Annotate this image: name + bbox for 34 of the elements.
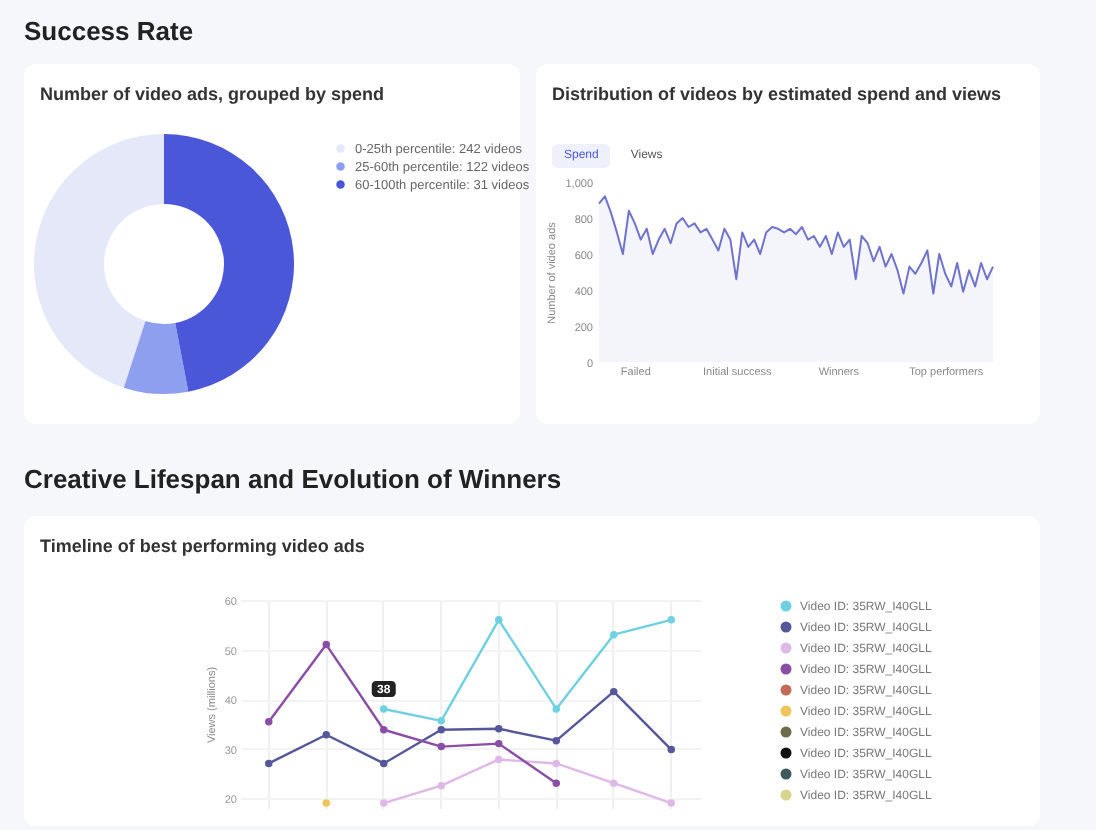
point — [610, 687, 618, 696]
point — [495, 725, 503, 733]
point — [667, 745, 675, 754]
point — [322, 730, 330, 739]
point — [380, 759, 388, 768]
point — [437, 781, 445, 790]
point — [552, 705, 560, 713]
donut-slice — [123, 321, 189, 394]
point — [552, 736, 560, 745]
donut-slice — [164, 134, 294, 392]
point — [495, 616, 503, 624]
point — [552, 759, 560, 768]
point — [610, 630, 618, 639]
point — [495, 755, 503, 764]
point — [495, 739, 503, 748]
point — [552, 779, 560, 787]
point — [437, 717, 445, 725]
point — [437, 726, 445, 734]
point — [322, 640, 330, 649]
point — [667, 616, 675, 624]
donut-slice — [34, 134, 164, 388]
point — [380, 705, 388, 713]
point — [265, 718, 273, 726]
point — [265, 759, 273, 768]
point — [610, 779, 618, 787]
text: Creative Lifespan and Evolution of Winners — [24, 464, 562, 494]
point — [380, 726, 388, 734]
chart-title: Number of video ads, grouped by spend — [40, 84, 385, 104]
text: Success Rate — [24, 16, 194, 46]
point — [667, 799, 675, 807]
point — [437, 742, 445, 751]
point — [380, 799, 388, 807]
chart-title: Distribution of videos by estimated spend and views — [552, 84, 1002, 104]
chart-title: Timeline of best performing video ads — [40, 536, 365, 556]
